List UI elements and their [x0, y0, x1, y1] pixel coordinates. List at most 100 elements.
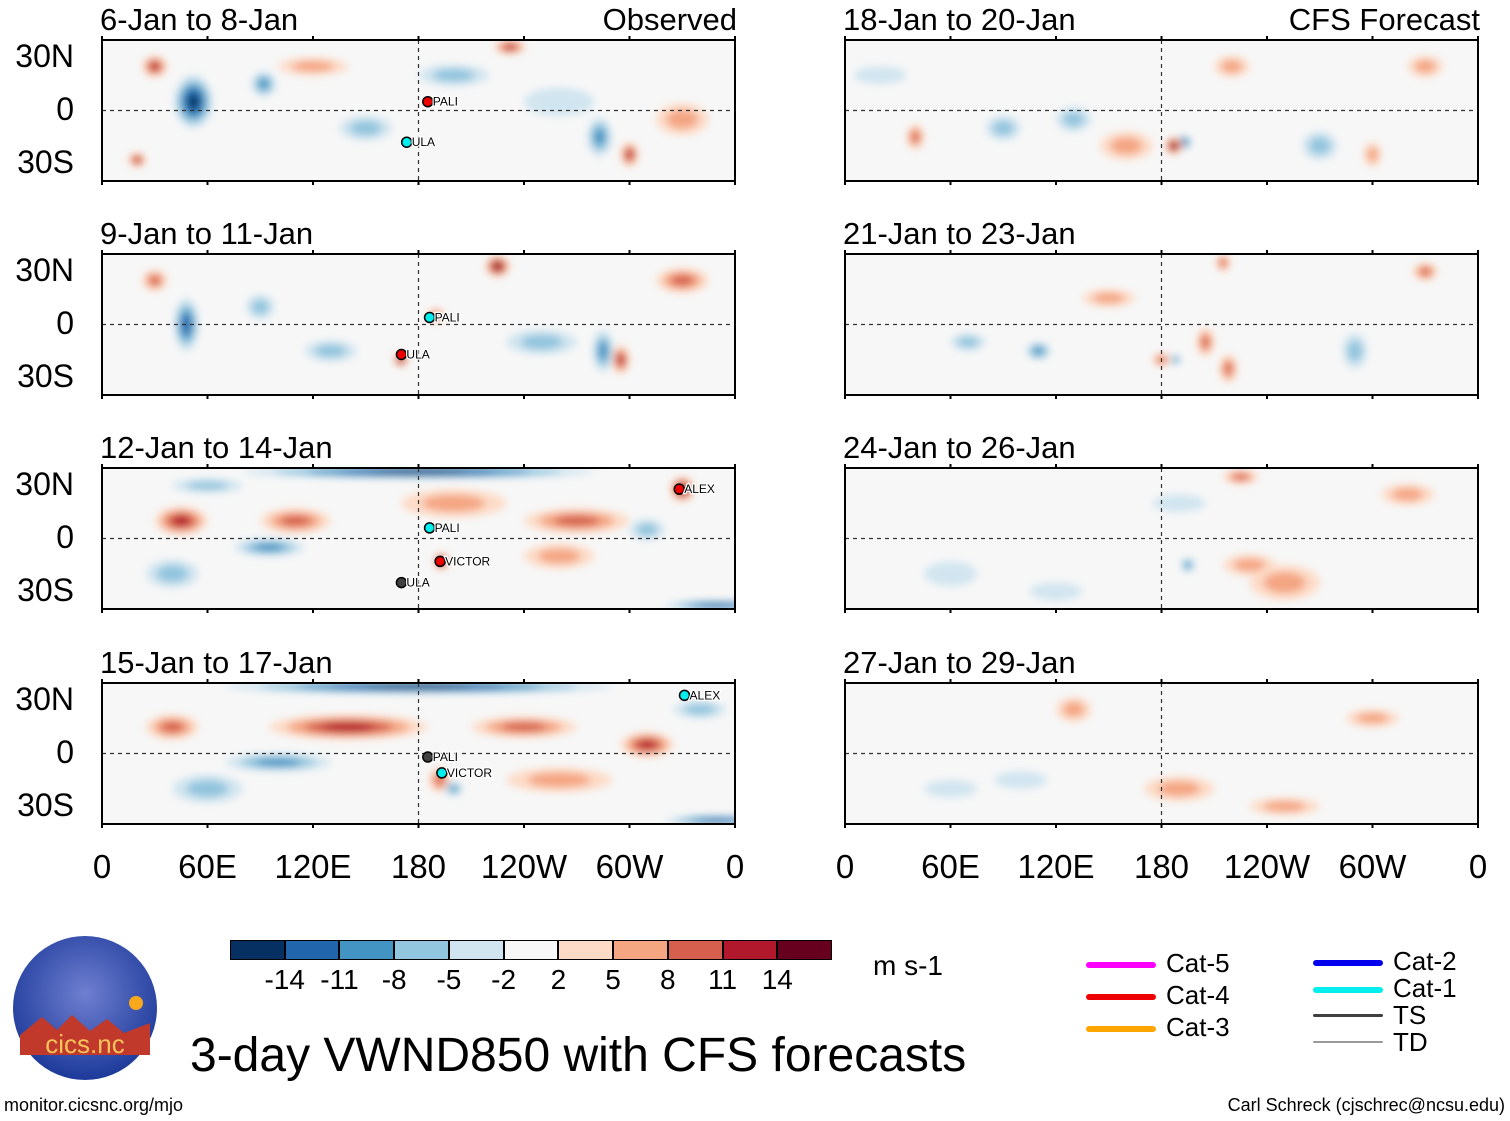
legend-label: Cat-3 — [1166, 1012, 1230, 1042]
anomaly-contour — [554, 515, 600, 527]
storm-label: ULA — [406, 576, 429, 590]
legend-line-cat-1 — [1313, 987, 1383, 993]
anomaly-contour — [911, 131, 920, 143]
legend-label: TS — [1393, 1000, 1427, 1030]
anomaly-contour — [1347, 340, 1363, 362]
colorbar-level-label: 8 — [660, 964, 676, 995]
storm-label: ALEX — [690, 688, 721, 702]
logo: cics.nc — [12, 935, 158, 1081]
anomaly-contour — [957, 336, 979, 348]
legend-line-cat-3 — [1086, 1026, 1156, 1032]
anomaly-contour — [1220, 259, 1227, 267]
anomaly-contour — [1184, 561, 1191, 568]
colorbar-swatch — [230, 940, 285, 960]
panel-title: 6-Jan to 8-Jan — [100, 2, 299, 37]
anomaly-contour — [321, 722, 375, 732]
map-panel — [844, 464, 1479, 613]
x-tick-label: 60W — [1338, 848, 1407, 885]
colorbar-swatch — [667, 940, 723, 960]
units-label: m s-1 — [873, 950, 943, 981]
x-tick-label: 0 — [835, 848, 855, 885]
colorbar-level-label: -2 — [491, 964, 517, 995]
legend-label: Cat-1 — [1393, 973, 1457, 1003]
anomaly-contour — [186, 780, 229, 798]
anomaly-contour — [626, 150, 633, 159]
anomaly-contour — [449, 785, 458, 792]
figure-title: 3-day VWND850 with CFS forecasts — [190, 1029, 967, 1082]
anomaly-contour — [1152, 494, 1206, 513]
anomaly-contour — [520, 334, 563, 350]
storm-track-marker — [422, 95, 434, 108]
x-tick-label: 60E — [178, 848, 237, 885]
anomaly-contour — [134, 157, 141, 163]
storm-label: ULA — [412, 135, 435, 149]
anomaly-contour — [1391, 488, 1424, 501]
storm-track-marker — [678, 689, 691, 702]
anomaly-contour — [186, 481, 229, 490]
colorbar-level-label: -11 — [320, 964, 359, 995]
y-tick-label: 0 — [56, 734, 74, 770]
storm-track-marker — [423, 522, 436, 534]
map-panel: ALEX PALI VICTOR — [101, 679, 736, 828]
legend-line-td — [1313, 1041, 1383, 1043]
storm-label: ALEX — [684, 482, 715, 496]
panel-title: 24-Jan to 26-Jan — [843, 430, 1076, 465]
y-tick-label: 30N — [15, 466, 74, 502]
colorbar-level-label: -5 — [436, 964, 462, 995]
legend-label: TD — [1393, 1027, 1428, 1057]
map-panel — [844, 36, 1479, 185]
x-tick-label: 0 — [92, 848, 112, 885]
anomaly-contour — [1224, 362, 1233, 375]
credit: Carl Schreck (cjschrec@ncsu.edu) — [1227, 1095, 1505, 1115]
colorbar-swatch — [339, 940, 395, 960]
y-tick-label: 30N — [15, 38, 74, 74]
anomaly-contour — [280, 515, 311, 527]
colorbar-level-label: -8 — [381, 964, 407, 995]
anomaly-contour — [617, 355, 624, 365]
anomaly-contour — [1029, 582, 1083, 601]
anomaly-contour — [684, 704, 716, 715]
anomaly-contour — [253, 543, 285, 552]
anomaly-contour — [992, 120, 1014, 136]
storm-track-marker — [436, 767, 448, 779]
anomaly-contour — [638, 740, 656, 749]
anomaly-contour — [670, 275, 694, 286]
storm-label: PALI — [433, 95, 458, 109]
anomaly-contour — [494, 263, 501, 270]
x-tick-label: 120W — [1223, 848, 1311, 885]
anomaly-contour — [1367, 147, 1378, 162]
legend-line-ts — [1313, 1014, 1383, 1017]
storm-track-marker — [395, 348, 408, 361]
map-panel: PALI ULA — [101, 250, 736, 399]
legend-line-cat-5 — [1086, 962, 1156, 968]
anomaly-contour — [1063, 702, 1085, 717]
anomaly-contour — [538, 548, 581, 564]
anomaly-contour — [699, 603, 735, 608]
anomaly-contour — [172, 516, 190, 526]
map-panel: ALEX PALI VICTOR ULA — [101, 464, 736, 613]
storm-track-marker — [434, 555, 446, 568]
storm-label: VICTOR — [447, 766, 492, 780]
anomaly-contour — [1221, 60, 1243, 73]
anomaly-contour — [1414, 60, 1436, 73]
anomaly-contour — [156, 565, 189, 583]
legend-label: Cat-5 — [1166, 948, 1230, 978]
anomaly-contour — [594, 128, 605, 146]
storm-label: PALI — [433, 750, 458, 764]
anomaly-contour — [1263, 571, 1306, 594]
storm-track-marker — [673, 483, 685, 495]
storm-track-marker — [400, 136, 413, 148]
y-tick-label: 30N — [15, 681, 74, 717]
y-tick-label: 0 — [56, 519, 74, 555]
anomaly-contour — [1092, 292, 1125, 304]
storm-label: PALI — [435, 310, 460, 324]
anomaly-contour — [699, 818, 735, 823]
panel-title: 27-Jan to 29-Jan — [843, 645, 1076, 680]
anomaly-contour — [1182, 139, 1187, 145]
anomaly-contour — [598, 341, 608, 361]
colorbar-swatch — [722, 940, 778, 960]
storm-track-marker — [422, 751, 434, 763]
anomaly-contour — [527, 772, 591, 788]
colorbar-swatch — [613, 940, 668, 960]
source-url[interactable]: monitor.cicsnc.org/mjo — [4, 1095, 184, 1115]
